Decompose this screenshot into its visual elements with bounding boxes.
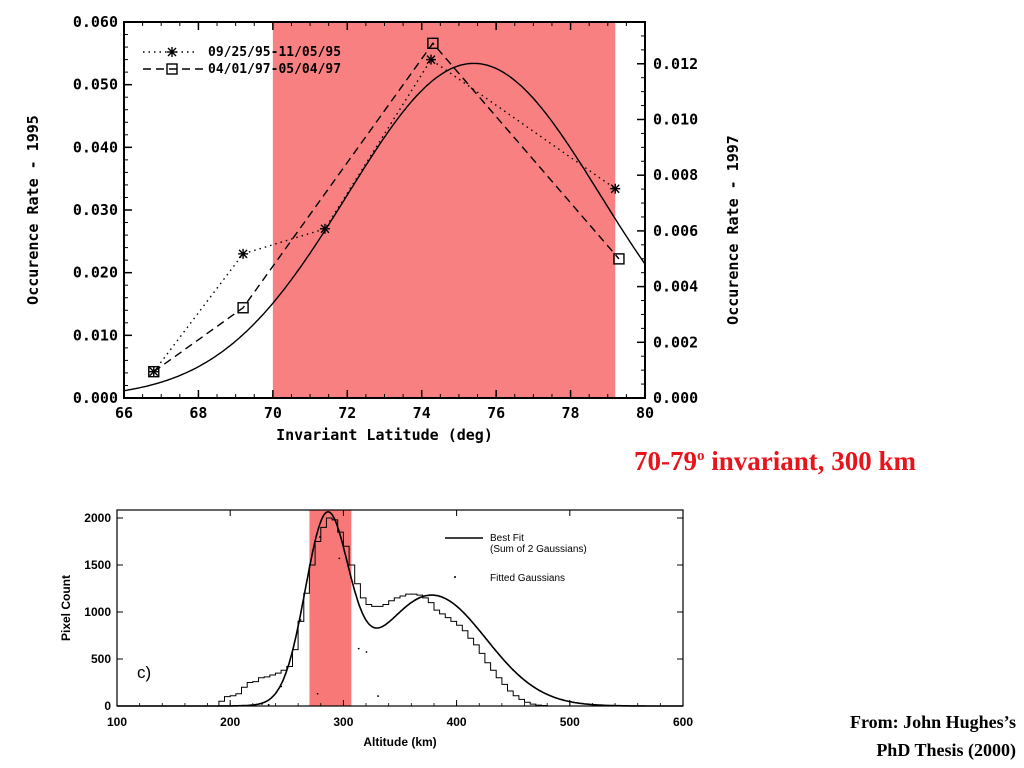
alt-x-tick-label: 600 bbox=[673, 715, 693, 729]
alt-y-tick-label: 500 bbox=[91, 652, 111, 666]
series-1997-point bbox=[427, 37, 439, 50]
y-tick-label: 0.010 bbox=[73, 326, 118, 344]
source-credit: From: John Hughes’s PhD Thesis (2000) bbox=[850, 708, 1016, 764]
x-tick-label: 78 bbox=[562, 404, 580, 422]
fitted-gaussian-dot bbox=[316, 692, 319, 695]
annotation-suffix: invariant, 300 km bbox=[704, 446, 917, 476]
alt-x-tick-label: 500 bbox=[560, 715, 580, 729]
y2-tick-label: 0.000 bbox=[653, 389, 698, 407]
asterisk-stroke bbox=[149, 367, 159, 377]
fitted-gaussian-dot bbox=[512, 669, 515, 671]
alt-x-axis-label: Altitude (km) bbox=[363, 735, 436, 749]
y-tick-label: 0.050 bbox=[73, 76, 118, 94]
series-1997-point bbox=[148, 365, 160, 378]
fitted-gaussian-dot bbox=[463, 612, 466, 615]
fitted-gaussian-dot bbox=[338, 557, 341, 560]
y-tick-label: 0.060 bbox=[73, 13, 118, 31]
series-1995-point bbox=[610, 183, 621, 194]
fitted-gaussian-dot bbox=[280, 685, 283, 688]
alt-x-tick-label: 400 bbox=[447, 715, 467, 729]
x-tick-label: 70 bbox=[264, 404, 282, 422]
fitted-gaussian-dot bbox=[260, 703, 263, 705]
x-axis-label: Invariant Latitude (deg) bbox=[276, 426, 493, 444]
asterisk-stroke bbox=[610, 184, 620, 194]
fitted-gaussian-dot bbox=[414, 599, 417, 601]
alt-legend-best-fit: Best Fit bbox=[490, 533, 524, 544]
fitted-gaussian-dot bbox=[357, 647, 360, 650]
alt-y-tick-label: 2000 bbox=[84, 511, 111, 525]
credit-line-2: PhD Thesis (2000) bbox=[876, 740, 1016, 760]
asterisk-stroke bbox=[426, 55, 436, 65]
alt-y-axis-label: Pixel Count bbox=[59, 575, 73, 641]
series-1995-point bbox=[319, 223, 330, 234]
series-1995-point bbox=[426, 54, 437, 65]
y2-tick-label: 0.002 bbox=[653, 333, 698, 351]
legend-1997-label: 04/01/97-05/04/97 bbox=[208, 62, 341, 77]
alt-y-tick-label: 1000 bbox=[84, 605, 111, 619]
series-1995-point bbox=[148, 366, 159, 377]
y2-tick-label: 0.006 bbox=[653, 222, 698, 240]
alt-x-tick-label: 300 bbox=[333, 715, 353, 729]
series-1997-point bbox=[237, 302, 249, 314]
alt-x-tick-label: 200 bbox=[220, 715, 240, 729]
y2-tick-label: 0.010 bbox=[653, 110, 698, 128]
legend-1995-marker bbox=[167, 47, 177, 57]
fitted-gaussian-dot bbox=[299, 619, 302, 621]
credit-line-1: From: John Hughes’s bbox=[849, 712, 1016, 732]
highlight-band bbox=[272, 22, 616, 398]
fitted-gaussian-dot bbox=[267, 703, 270, 706]
asterisk-stroke bbox=[238, 249, 248, 259]
y-tick-label: 0.040 bbox=[73, 138, 118, 156]
annotation-prefix: 70-79 bbox=[634, 446, 697, 476]
x-tick-label: 72 bbox=[338, 404, 356, 422]
latitude-range-annotation: 70-79o invariant, 300 km bbox=[634, 446, 916, 477]
y2-axis-label: Occurence Rate - 1997 bbox=[724, 135, 742, 325]
y-tick-label: 0.000 bbox=[73, 389, 118, 407]
altitude-best-fit bbox=[117, 511, 683, 707]
alt-x-tick-label: 100 bbox=[107, 715, 127, 729]
alt-y-tick-label: 1500 bbox=[84, 558, 111, 572]
y-tick-label: 0.030 bbox=[73, 201, 118, 219]
alt-y-tick-label: 0 bbox=[104, 699, 111, 713]
y-axis-label: Occurence Rate - 1995 bbox=[24, 115, 42, 305]
x-tick-label: 80 bbox=[636, 404, 654, 422]
latitude-chart: 66 68 70 72 74 76 78 800.0000.0100.0200.0300.04… bbox=[24, 13, 742, 444]
altitude-histogram bbox=[213, 517, 576, 707]
alt-legend-sum: (Sum of 2 Gaussians) bbox=[490, 544, 587, 555]
altitude-highlight-band bbox=[309, 510, 352, 706]
y2-tick-label: 0.008 bbox=[653, 166, 698, 184]
y-tick-label: 0.020 bbox=[73, 264, 118, 282]
y2-tick-label: 0.004 bbox=[653, 278, 698, 296]
legend-1995-label: 09/25/95-11/05/95 bbox=[208, 45, 341, 60]
series-1995-point bbox=[238, 248, 249, 259]
alt-legend-fitted: Fitted Gaussians bbox=[490, 573, 565, 584]
gaussian-fit-line bbox=[124, 62, 645, 392]
fitted-gaussian-dot bbox=[377, 695, 379, 697]
fitted-gaussian-dot bbox=[561, 698, 564, 701]
asterisk-stroke bbox=[167, 47, 177, 57]
asterisk-stroke bbox=[320, 224, 330, 234]
fitted-gaussian-dot bbox=[319, 536, 321, 538]
x-tick-label: 66 bbox=[115, 404, 133, 422]
legend-1997-marker bbox=[166, 63, 178, 75]
series-1997-line bbox=[153, 42, 620, 373]
fitted-gaussian-dot bbox=[365, 651, 368, 653]
series-1997-point bbox=[613, 253, 625, 265]
annotation-degree: o bbox=[697, 448, 705, 464]
x-tick-label: 74 bbox=[413, 404, 431, 422]
alt-legend-dot bbox=[454, 576, 456, 578]
panel-label: c) bbox=[137, 663, 151, 682]
altitude-plot-frame bbox=[116, 509, 684, 707]
x-tick-label: 68 bbox=[189, 404, 207, 422]
y2-tick-label: 0.012 bbox=[653, 55, 698, 73]
x-tick-label: 76 bbox=[487, 404, 505, 422]
